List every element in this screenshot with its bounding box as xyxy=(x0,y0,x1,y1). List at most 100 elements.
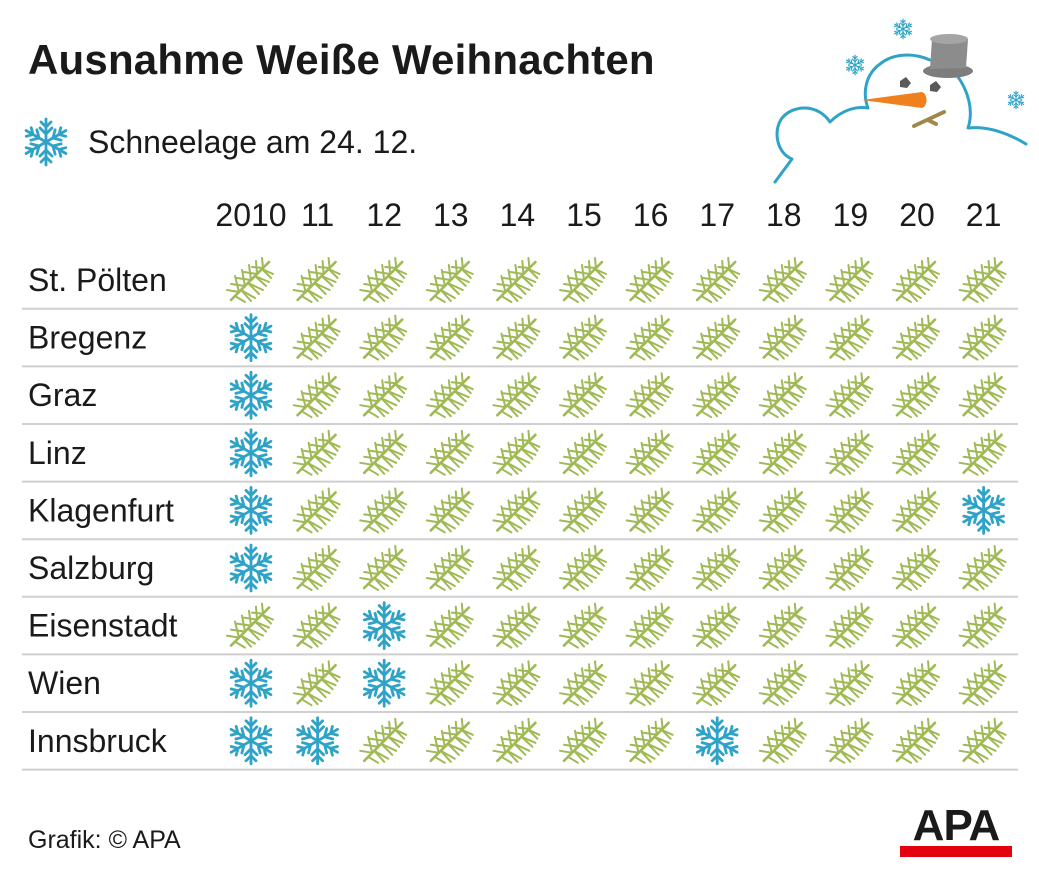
fir-branch-icon xyxy=(292,371,341,419)
snow-table: 2010 11 12 13 14 15 16 17 18 19 20 21 St. Pölten Breg… xyxy=(22,197,1018,771)
snowflake-icon xyxy=(361,660,407,706)
fir-branch-icon xyxy=(625,544,674,592)
city-label: Eisenstadt xyxy=(28,608,178,644)
fir-branch-icon xyxy=(292,314,341,361)
apa-logo: APA xyxy=(900,801,1012,858)
fir-branch-icon xyxy=(825,256,874,304)
fir-branch-icon xyxy=(625,314,674,361)
year-label: 18 xyxy=(766,197,802,233)
year-label: 20 xyxy=(899,197,935,233)
fir-branch-icon xyxy=(492,544,541,592)
fir-branch-icon xyxy=(958,314,1007,361)
year-label: 19 xyxy=(833,197,869,233)
year-label: 2010 xyxy=(215,197,286,233)
fir-branch-icon xyxy=(492,429,541,477)
snowflake-icon xyxy=(228,660,274,706)
fir-branch-icon xyxy=(758,314,808,361)
city-label: Wien xyxy=(28,665,101,701)
fir-branch-icon xyxy=(558,717,608,765)
snowflake-icon xyxy=(228,487,274,533)
fir-branch-icon xyxy=(425,429,475,477)
fir-branch-icon xyxy=(691,256,741,304)
fir-branch-icon xyxy=(358,429,408,477)
fir-branch-icon xyxy=(558,544,608,592)
fir-branch-icon xyxy=(425,256,475,304)
year-label: 17 xyxy=(699,197,735,233)
fir-branch-icon xyxy=(758,256,808,304)
fir-branch-icon xyxy=(225,256,275,304)
fir-branch-icon xyxy=(825,659,874,707)
fir-branch-icon xyxy=(492,487,541,534)
fir-branch-icon xyxy=(358,314,408,361)
fir-branch-icon xyxy=(891,602,941,649)
year-label: 13 xyxy=(433,197,469,233)
fir-branch-icon xyxy=(758,429,808,477)
fir-branch-icon xyxy=(558,602,608,649)
snowflake-icon xyxy=(228,718,274,764)
fir-branch-icon xyxy=(292,429,341,477)
fir-branch-icon xyxy=(558,256,608,304)
fir-branch-icon xyxy=(691,487,741,534)
fir-branch-icon xyxy=(958,371,1007,419)
fir-branch-icon xyxy=(691,429,741,477)
fir-branch-icon xyxy=(625,487,674,534)
snowflake-icon xyxy=(228,372,274,418)
fir-branch-icon xyxy=(225,602,275,649)
fir-branch-icon xyxy=(425,717,475,765)
fir-branch-icon xyxy=(891,544,941,592)
fir-branch-icon xyxy=(558,314,608,361)
fir-branch-icon xyxy=(558,487,608,534)
fir-branch-icon xyxy=(891,429,941,477)
snowflake-icon xyxy=(961,487,1007,533)
fir-branch-icon xyxy=(758,487,808,534)
fir-branch-icon xyxy=(958,659,1007,707)
fir-branch-icon xyxy=(825,602,874,649)
fir-branch-icon xyxy=(358,487,408,534)
year-label: 12 xyxy=(366,197,402,233)
fir-branch-icon xyxy=(625,371,674,419)
fir-branch-icon xyxy=(891,487,941,534)
fir-branch-icon xyxy=(691,314,741,361)
fir-branch-icon xyxy=(691,371,741,419)
fir-branch-icon xyxy=(958,717,1007,765)
fir-branch-icon xyxy=(558,371,608,419)
fir-branch-icon xyxy=(691,659,741,707)
year-label: 21 xyxy=(966,197,1002,233)
fir-branch-icon xyxy=(492,256,541,304)
fir-branch-icon xyxy=(758,717,808,765)
fir-branch-icon xyxy=(425,314,475,361)
fir-branch-icon xyxy=(558,429,608,477)
snowflake-icon xyxy=(694,718,740,764)
fir-branch-icon xyxy=(691,602,741,649)
fir-branch-icon xyxy=(292,659,341,707)
credit: Grafik: © APA xyxy=(28,826,181,854)
fir-branch-icon xyxy=(958,256,1007,304)
snowman-illustration xyxy=(773,14,1028,184)
fir-branch-icon xyxy=(758,371,808,419)
city-label: Bregenz xyxy=(28,320,147,356)
fir-branch-icon xyxy=(758,659,808,707)
fir-branch-icon xyxy=(825,314,874,361)
fir-branch-icon xyxy=(891,717,941,765)
fir-branch-icon xyxy=(891,256,941,304)
fir-branch-icon xyxy=(558,659,608,707)
city-label: Graz xyxy=(28,377,97,413)
fir-branch-icon xyxy=(492,314,541,361)
snowflake-icon xyxy=(228,315,274,361)
year-label: 16 xyxy=(633,197,669,233)
fir-branch-icon xyxy=(758,544,808,592)
fir-branch-icon xyxy=(425,659,475,707)
fir-branch-icon xyxy=(358,544,408,592)
fir-branch-icon xyxy=(358,717,408,765)
logo-text: APA xyxy=(912,801,1001,850)
fir-branch-icon xyxy=(825,717,874,765)
fir-branch-icon xyxy=(292,256,341,304)
fir-branch-icon xyxy=(492,659,541,707)
fir-branch-icon xyxy=(292,602,341,649)
year-label: 14 xyxy=(500,197,536,233)
city-label: Linz xyxy=(28,435,87,471)
snowflake-icon xyxy=(228,430,274,476)
fir-branch-icon xyxy=(625,659,674,707)
fir-branch-icon xyxy=(825,487,874,534)
fir-branch-icon xyxy=(758,602,808,649)
